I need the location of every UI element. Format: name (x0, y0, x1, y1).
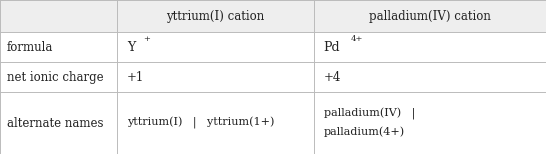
Text: yttrium(I)   |   yttrium(1+): yttrium(I) | yttrium(1+) (127, 117, 275, 129)
Text: alternate names: alternate names (7, 117, 103, 130)
Text: Y: Y (127, 41, 135, 54)
Text: net ionic charge: net ionic charge (7, 71, 103, 84)
Text: 4+: 4+ (351, 35, 364, 43)
Text: palladium(IV) cation: palladium(IV) cation (369, 10, 491, 23)
Text: +: + (144, 35, 151, 43)
Text: +4: +4 (324, 71, 341, 84)
Text: palladium(4+): palladium(4+) (324, 127, 405, 137)
Text: yttrium(I) cation: yttrium(I) cation (167, 10, 265, 23)
Bar (0, 32, 546, 62)
Text: formula: formula (7, 41, 53, 54)
Text: +1: +1 (127, 71, 145, 84)
Text: palladium(IV)   |: palladium(IV) | (324, 108, 415, 120)
Bar (0, 62, 546, 92)
Bar (0, 0, 546, 32)
Bar (0, 92, 546, 154)
Text: Pd: Pd (324, 41, 340, 54)
